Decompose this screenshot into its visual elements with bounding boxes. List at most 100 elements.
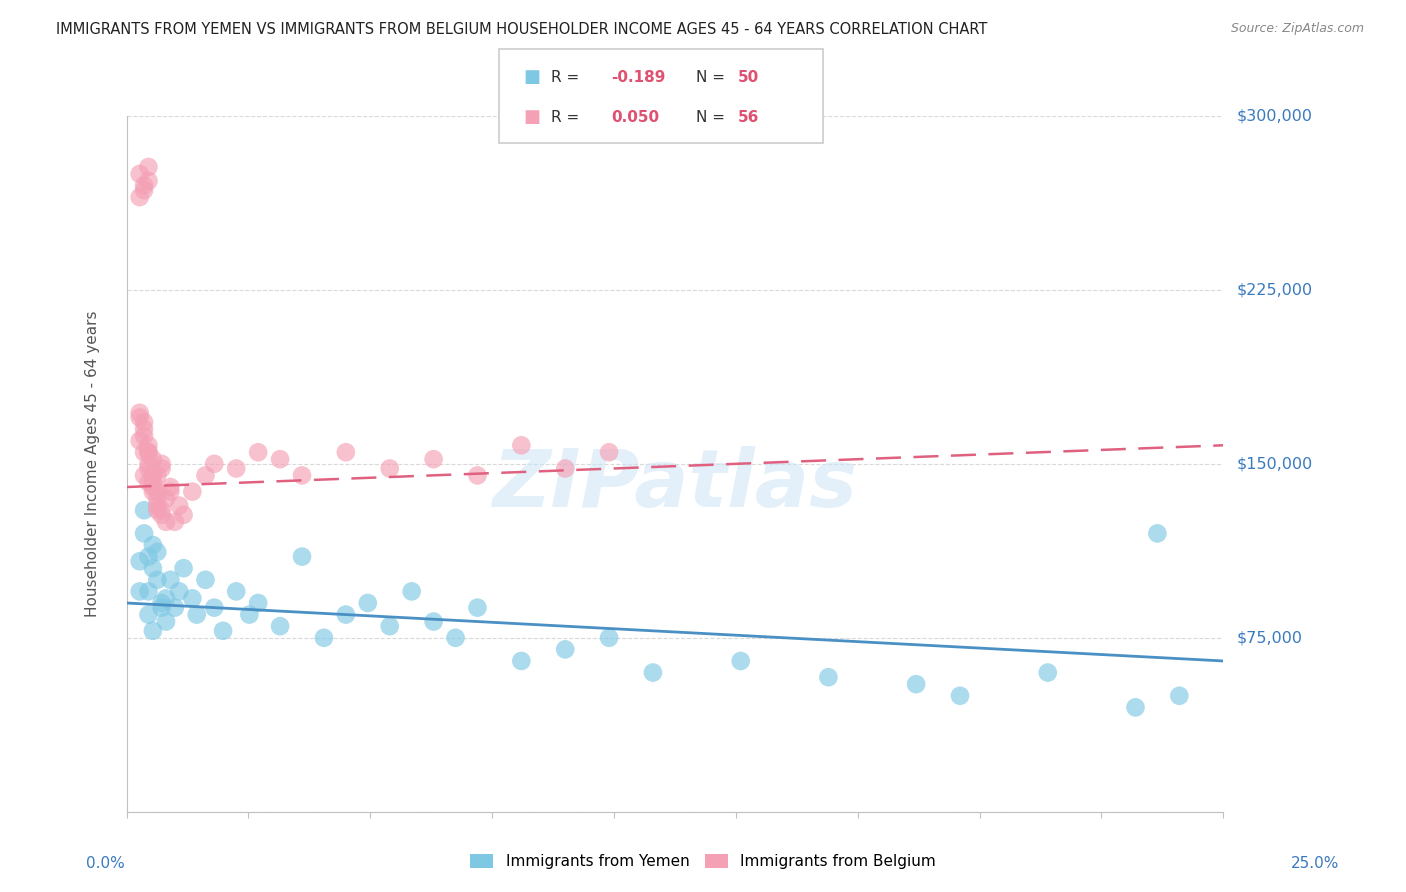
Point — [444, 631, 467, 645]
Point — [128, 167, 150, 181]
Point — [138, 160, 160, 174]
Point — [554, 461, 576, 475]
Point — [247, 596, 270, 610]
Point — [194, 573, 217, 587]
Point — [132, 183, 155, 197]
Point — [1125, 700, 1147, 714]
Point — [132, 415, 155, 429]
Text: ZIPatlas: ZIPatlas — [492, 446, 858, 524]
Point — [554, 642, 576, 657]
Point — [150, 508, 173, 522]
Point — [146, 491, 169, 506]
Point — [167, 584, 190, 599]
Point — [378, 461, 401, 475]
Text: -0.189: -0.189 — [612, 70, 666, 85]
Text: ■: ■ — [523, 69, 540, 87]
Point — [269, 619, 291, 633]
Point — [163, 600, 186, 615]
Point — [181, 484, 204, 499]
Point — [150, 600, 173, 615]
Point — [142, 561, 165, 575]
Point — [155, 515, 177, 529]
Point — [132, 503, 155, 517]
Point — [142, 475, 165, 490]
Point — [138, 607, 160, 622]
Point — [467, 468, 489, 483]
Point — [378, 619, 401, 633]
Point — [510, 654, 533, 668]
Point — [167, 499, 190, 513]
Text: R =: R = — [551, 70, 585, 85]
Point — [467, 600, 489, 615]
Point — [132, 178, 155, 193]
Point — [905, 677, 928, 691]
Point — [422, 615, 444, 629]
Point — [128, 434, 150, 448]
Point — [132, 526, 155, 541]
Point — [1168, 689, 1191, 703]
Point — [159, 573, 181, 587]
Text: 56: 56 — [738, 110, 759, 125]
Point — [202, 457, 225, 471]
Point — [159, 484, 181, 499]
Point — [146, 545, 169, 559]
Point — [138, 475, 160, 490]
Point — [1146, 526, 1168, 541]
Point — [142, 468, 165, 483]
Text: $150,000: $150,000 — [1237, 457, 1313, 471]
Point — [335, 607, 357, 622]
Point — [173, 561, 195, 575]
Point — [132, 429, 155, 443]
Point — [146, 499, 169, 513]
Point — [132, 445, 155, 459]
Point — [238, 607, 260, 622]
Point — [150, 503, 173, 517]
Point — [146, 573, 169, 587]
Point — [138, 174, 160, 188]
Point — [138, 549, 160, 564]
Point — [401, 584, 423, 599]
Text: 0.050: 0.050 — [612, 110, 659, 125]
Point — [146, 468, 169, 483]
Point — [142, 484, 165, 499]
Point — [138, 584, 160, 599]
Y-axis label: Householder Income Ages 45 - 64 years: Householder Income Ages 45 - 64 years — [86, 310, 100, 617]
Text: 25.0%: 25.0% — [1291, 856, 1339, 871]
Point — [142, 624, 165, 638]
Text: Source: ZipAtlas.com: Source: ZipAtlas.com — [1230, 22, 1364, 36]
Point — [142, 480, 165, 494]
Point — [142, 468, 165, 483]
Point — [142, 538, 165, 552]
Point — [150, 596, 173, 610]
Point — [138, 438, 160, 452]
Point — [146, 484, 169, 499]
Point — [138, 457, 160, 471]
Point — [1036, 665, 1059, 680]
Point — [186, 607, 208, 622]
Text: $225,000: $225,000 — [1237, 283, 1313, 297]
Text: N =: N = — [696, 70, 730, 85]
Point — [163, 515, 186, 529]
Point — [128, 406, 150, 420]
Point — [212, 624, 235, 638]
Point — [949, 689, 972, 703]
Point — [247, 445, 270, 459]
Point — [142, 452, 165, 467]
Point — [335, 445, 357, 459]
Point — [510, 438, 533, 452]
Point — [194, 468, 217, 483]
Point — [422, 452, 444, 467]
Point — [291, 468, 314, 483]
Point — [132, 422, 155, 436]
Point — [138, 445, 160, 459]
Text: IMMIGRANTS FROM YEMEN VS IMMIGRANTS FROM BELGIUM HOUSEHOLDER INCOME AGES 45 - 64: IMMIGRANTS FROM YEMEN VS IMMIGRANTS FROM… — [56, 22, 987, 37]
Legend: Immigrants from Yemen, Immigrants from Belgium: Immigrants from Yemen, Immigrants from B… — [464, 848, 942, 875]
Point — [150, 461, 173, 475]
Point — [269, 452, 291, 467]
Point — [225, 461, 247, 475]
Text: N =: N = — [696, 110, 730, 125]
Point — [128, 584, 150, 599]
Point — [138, 445, 160, 459]
Point — [155, 591, 177, 606]
Point — [291, 549, 314, 564]
